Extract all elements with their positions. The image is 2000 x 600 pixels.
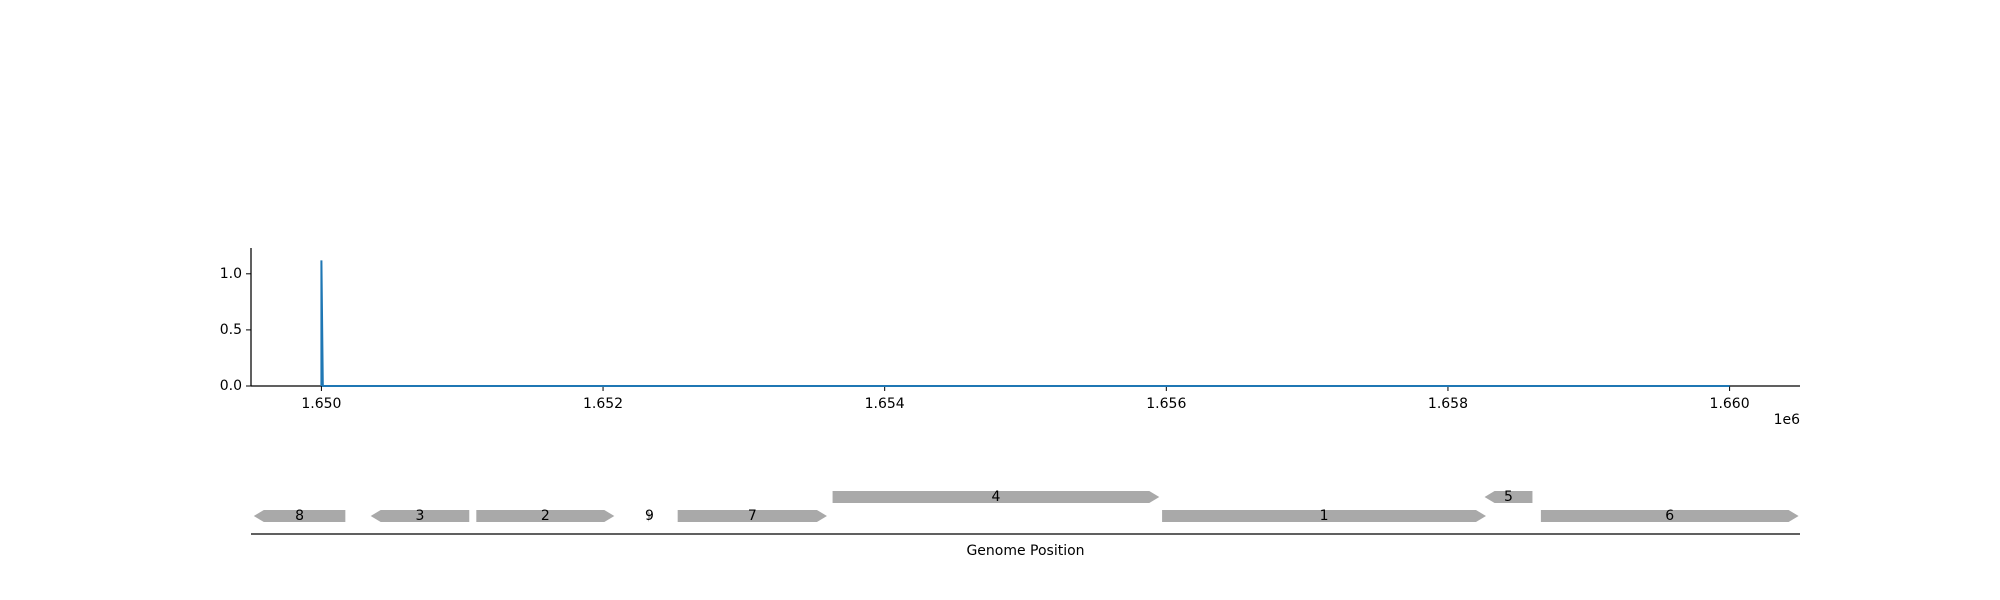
x-tick-label: 1.660 [1710, 396, 1750, 412]
gene-feature-label: 2 [541, 508, 550, 524]
x-tick-label: 1.652 [583, 396, 623, 412]
gene-map-x-label: Genome Position [966, 543, 1084, 559]
coverage-line [320, 260, 1730, 387]
x-tick-label: 1.656 [1146, 396, 1186, 412]
gene-feature-arrow [832, 491, 1160, 503]
gene-feature-arrow [648, 510, 651, 522]
gene-feature-arrow [476, 510, 615, 522]
gene-feature-label: 7 [748, 508, 757, 524]
x-tick-label: 1.658 [1428, 396, 1468, 412]
gene-feature-label: 3 [416, 508, 425, 524]
x-axis-ticks: 1.650 1.652 1.654 1.656 1.658 1.660 [301, 386, 1750, 412]
gene-feature-label: 8 [295, 508, 304, 524]
gene-feature-arrow [1540, 510, 1799, 522]
gene-feature-arrow [370, 510, 470, 522]
gene-feature-arrow [1162, 510, 1486, 522]
y-axis-ticks: 0.0 0.5 1.0 [220, 266, 251, 394]
gene-feature-label: 6 [1665, 508, 1674, 524]
x-tick-label: 1.650 [301, 396, 341, 412]
gene-feature-label: 4 [991, 489, 1000, 505]
gene-feature-arrow [1484, 491, 1533, 503]
gene-feature-label: 5 [1504, 489, 1513, 505]
gene-feature-arrow [677, 510, 827, 522]
gene-feature-label: 1 [1320, 508, 1329, 524]
gene-map: 8 3 2 9 7 4 1 5 6 Genome Position [251, 489, 1800, 559]
y-tick-label: 1.0 [220, 266, 242, 282]
x-tick-label: 1.654 [865, 396, 905, 412]
x-axis-offset-label: 1e6 [1774, 412, 1801, 428]
y-tick-label: 0.5 [220, 322, 242, 338]
y-tick-label: 0.0 [220, 378, 242, 394]
gene-features: 8 3 2 9 7 4 1 5 6 [253, 489, 1799, 524]
series-layer [320, 260, 1730, 387]
coverage-plot: 1.650 1.652 1.654 1.656 1.658 1.660 0.0 0.5 1.0… [220, 248, 1800, 428]
gene-feature-arrow [253, 510, 346, 522]
gene-feature-label: 9 [645, 508, 654, 524]
